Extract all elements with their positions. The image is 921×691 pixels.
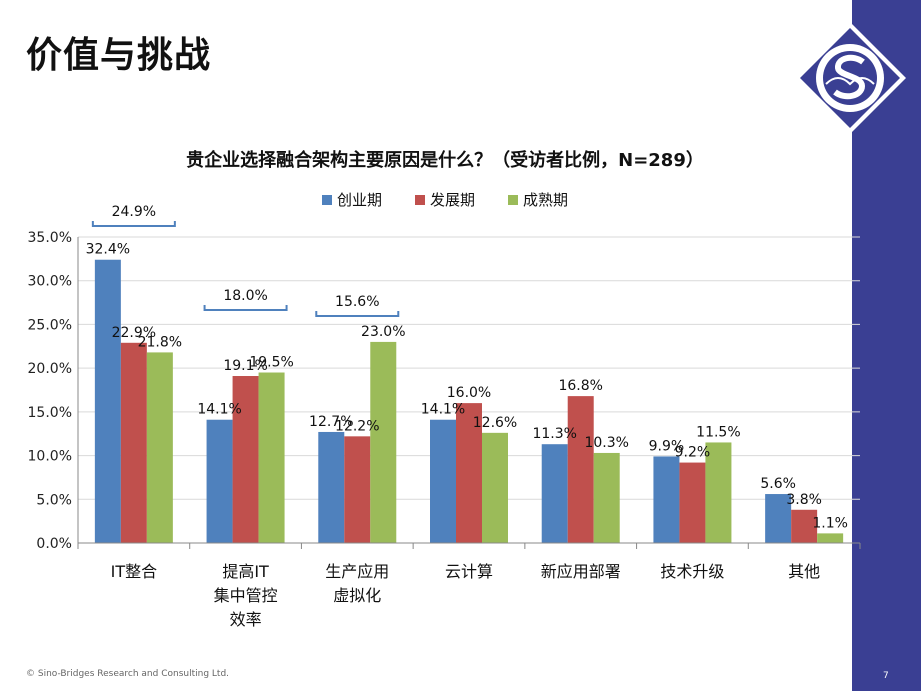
- legend-label: 发展期: [430, 191, 475, 209]
- data-label: 3.8%: [786, 492, 822, 508]
- chart-legend: 创业期 发展期 成熟期: [322, 191, 568, 209]
- y-tick-label: 20.0%: [28, 361, 72, 377]
- footer-copyright: © Sino-Bridges Research and Consulting L…: [26, 669, 230, 679]
- bracket: [203, 305, 288, 311]
- bar: [370, 341, 397, 543]
- data-label: 16.8%: [558, 378, 602, 394]
- x-tick-label: 集中管控: [214, 586, 278, 605]
- bar: [679, 462, 706, 543]
- bars: [94, 259, 844, 543]
- y-tick-label: 15.0%: [28, 405, 72, 421]
- data-label: 21.8%: [138, 334, 182, 350]
- data-label: 10.3%: [584, 435, 628, 451]
- bar: [765, 494, 792, 543]
- bracket: [315, 311, 400, 317]
- bar: [206, 419, 233, 543]
- x-tick-label: 技术升级: [660, 562, 724, 581]
- bar: [593, 452, 620, 543]
- bar: [482, 432, 508, 543]
- data-label: 22.9%: [112, 325, 156, 341]
- x-tick-label: 云计算: [445, 562, 493, 581]
- bar: [120, 342, 147, 543]
- y-tick-label: 10.0%: [28, 449, 72, 465]
- bar: [817, 533, 844, 543]
- bar: [258, 372, 285, 543]
- legend-swatch: [508, 195, 518, 205]
- bracket-label: 18.0%: [223, 288, 267, 304]
- y-tick-label: 35.0%: [28, 230, 72, 246]
- data-label: 11.5%: [696, 424, 740, 440]
- bar: [94, 259, 121, 543]
- data-label: 16.0%: [447, 385, 491, 401]
- data-label: 19.5%: [249, 355, 293, 371]
- value-labels: 32.4% 14.1% 12.7% 14.1% 11.3% 9.9% 5.6% 22.9% 19…: [86, 242, 848, 532]
- bracket: [91, 221, 176, 227]
- y-tick-label: 5.0%: [36, 492, 72, 508]
- data-label: 12.6%: [473, 415, 517, 431]
- legend-label: 创业期: [337, 191, 382, 209]
- bar: [791, 509, 818, 543]
- data-label: 14.1%: [197, 402, 241, 418]
- x-tick-label: 生产应用: [325, 562, 389, 581]
- legend-swatch: [322, 195, 332, 205]
- x-tick-label: 效率: [230, 610, 262, 629]
- slide-title: 价值与挑战: [26, 35, 212, 76]
- data-label: 9.9%: [649, 438, 685, 454]
- y-tick-label: 25.0%: [28, 317, 72, 333]
- page-number: 7: [883, 671, 889, 681]
- data-label: 32.4%: [86, 242, 130, 258]
- y-axis: 0.0% 5.0% 10.0% 15.0% 20.0% 25.0% 30.0% 35.0%: [28, 230, 79, 552]
- sino-bridges-logo: [794, 22, 906, 134]
- data-label: 9.2%: [675, 445, 711, 461]
- brackets: 24.9% 18.0% 15.6%: [91, 204, 400, 317]
- data-label: 1.1%: [812, 515, 848, 531]
- bar: [318, 431, 345, 543]
- bar: [430, 419, 456, 543]
- data-label: 12.7%: [309, 414, 353, 430]
- x-tick-label: 新应用部署: [541, 562, 621, 581]
- data-label: 12.2%: [335, 418, 379, 434]
- x-tick-label: 其他: [788, 562, 820, 581]
- y-tick-label: 30.0%: [28, 274, 72, 290]
- data-label: 14.1%: [421, 402, 465, 418]
- bracket-label: 15.6%: [335, 294, 379, 310]
- data-label: 11.3%: [532, 426, 576, 442]
- chart-title: 贵企业选择融合架构主要原因是什么？（受访者比例，N=289）: [186, 149, 704, 171]
- data-label: 23.0%: [361, 324, 405, 340]
- bar: [146, 352, 173, 543]
- y-tick-label: 0.0%: [36, 536, 72, 552]
- x-tick-label: 提高IT: [222, 562, 269, 581]
- bar: [705, 442, 732, 543]
- x-tick-label: IT整合: [111, 562, 158, 581]
- bar: [567, 396, 594, 543]
- data-label: 5.6%: [760, 476, 796, 492]
- legend-label: 成熟期: [523, 191, 568, 209]
- bar: [456, 403, 482, 543]
- bar: [232, 376, 259, 543]
- bar: [344, 436, 371, 543]
- bracket-label: 24.9%: [112, 204, 156, 220]
- bar: [653, 456, 680, 543]
- data-label: 19.1%: [223, 358, 267, 374]
- x-tick-label: 虚拟化: [333, 586, 381, 605]
- legend-swatch: [415, 195, 425, 205]
- bar: [541, 444, 568, 543]
